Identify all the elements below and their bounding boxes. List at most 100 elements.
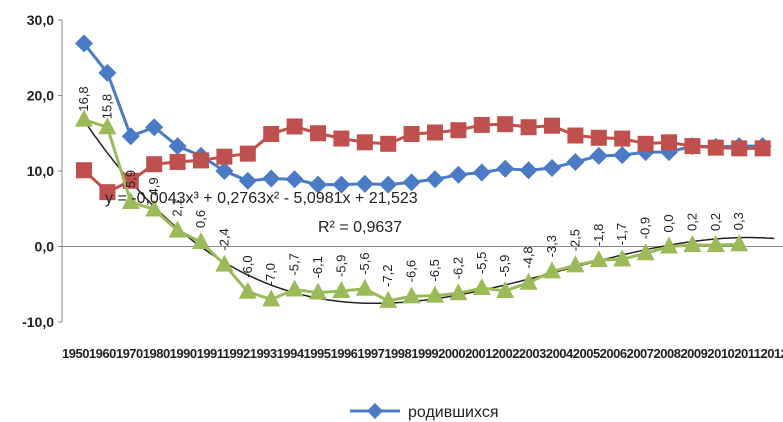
data-label: 0,0 [661, 214, 676, 232]
series-2-point [238, 281, 257, 299]
series-2-point [145, 199, 164, 217]
series-1-point [333, 130, 350, 147]
y-tick-label: 0,0 [35, 239, 55, 255]
series-0-point [168, 137, 187, 156]
series-2-point [379, 290, 398, 308]
series-2-point [589, 250, 608, 268]
series-0 [75, 34, 772, 194]
data-label: -7,2 [380, 264, 395, 286]
series-0-point [379, 175, 398, 194]
data-label: -1,8 [591, 224, 606, 246]
series-1-point [637, 135, 654, 152]
data-labels: 16,8 15,8 5,9 4,9 2,1 0,6 -2,4 -6,0 -7,0 -5,7 -6,1… [76, 86, 746, 287]
series-2-point [426, 285, 444, 303]
series-0-point [613, 146, 632, 165]
x-axis-ticks: 1950196019701980199019911992199319941995… [62, 346, 783, 361]
series-1-point [169, 153, 186, 170]
series-0-point [566, 152, 585, 171]
legend: родившихся [350, 403, 498, 421]
data-label: 4,9 [146, 177, 161, 195]
series-2-point [215, 254, 234, 272]
data-label: -6,6 [404, 260, 419, 282]
series-2-point [472, 278, 491, 296]
series-0-point [238, 171, 257, 190]
trendline-annotation: y = -0,0043x³ + 0,2763x² - 5,0981x + 21,… [105, 190, 418, 236]
data-label: -5,6 [357, 252, 372, 274]
series-1-point [450, 122, 467, 139]
y-tick-label: 10,0 [27, 163, 54, 179]
series-0-point [262, 169, 281, 188]
series-2-point [566, 255, 585, 273]
legend-diamond-marker [367, 403, 383, 419]
series [75, 34, 772, 308]
data-label: -7,0 [263, 263, 278, 285]
series-2-point [262, 289, 281, 307]
series-0-point [121, 127, 140, 146]
series-1-point [356, 134, 373, 151]
series-2-point [309, 282, 327, 300]
series-2-point [706, 234, 725, 252]
data-label: -2,5 [567, 229, 582, 251]
y-tick-label: 30,0 [27, 12, 54, 28]
data-label: -5,9 [333, 255, 348, 277]
series-2-point [98, 117, 117, 135]
series-0-point [426, 170, 444, 189]
series-0-point [589, 146, 608, 165]
series-0-line [82, 42, 763, 187]
series-1-point [380, 135, 397, 152]
data-label: -2,4 [216, 228, 231, 250]
series-2-point [730, 234, 749, 252]
data-label: 15,8 [99, 94, 114, 119]
series-1-point [590, 129, 607, 146]
series-1 [76, 116, 771, 201]
series-2-point [75, 109, 93, 127]
series-1-point [310, 125, 326, 142]
data-label: -6,2 [450, 257, 465, 279]
series-2-point [121, 191, 140, 209]
series-2-point [449, 283, 468, 301]
series-1-point [754, 140, 771, 157]
series-1-point [239, 145, 256, 162]
series-2-point [496, 281, 515, 299]
data-label: -5,5 [474, 252, 489, 274]
data-label: -5,9 [497, 255, 512, 277]
series-1-point [707, 139, 724, 156]
series-1-point [286, 118, 303, 135]
series-1-point [544, 117, 560, 134]
series-0-point [496, 159, 515, 178]
series-2-point [519, 272, 538, 290]
data-label: -0,9 [638, 217, 653, 239]
series-1-point [427, 124, 443, 141]
series-0-point [98, 63, 117, 82]
data-label: 0,2 [684, 213, 699, 231]
series-0-point [355, 174, 374, 193]
series-1-point [76, 162, 92, 179]
series-1-point [403, 126, 420, 143]
series-0-point [75, 34, 93, 53]
series-1-point [731, 140, 748, 157]
series-2-point [402, 286, 421, 304]
series-2-point [355, 278, 374, 296]
legend-label: родившихся [408, 404, 498, 421]
series-2-point [683, 234, 702, 252]
series-0-point [519, 161, 538, 180]
series-0-point [285, 170, 304, 189]
y-tick-label: -10,0 [22, 314, 54, 330]
series-2-point [613, 249, 632, 267]
x-tick-labels: 1950196019701980199019911992199319941995… [62, 346, 783, 361]
data-label: -5,7 [287, 253, 302, 275]
series-2-point [543, 261, 561, 279]
data-label: 0,2 [708, 213, 723, 231]
data-label: 2,1 [170, 199, 185, 217]
series-2 [75, 109, 749, 308]
data-label: -6,1 [310, 256, 325, 278]
series-1-point [473, 116, 490, 133]
series-0-point [309, 175, 327, 194]
y-tick-label: 20,0 [27, 88, 54, 104]
series-0-point [145, 118, 164, 137]
trendline-equation: y = -0,0043x³ + 0,2763x² - 5,0981x + 21,… [105, 190, 418, 207]
series-1-point [216, 148, 233, 165]
series-1-point [567, 127, 584, 144]
series-2-point [285, 279, 304, 297]
